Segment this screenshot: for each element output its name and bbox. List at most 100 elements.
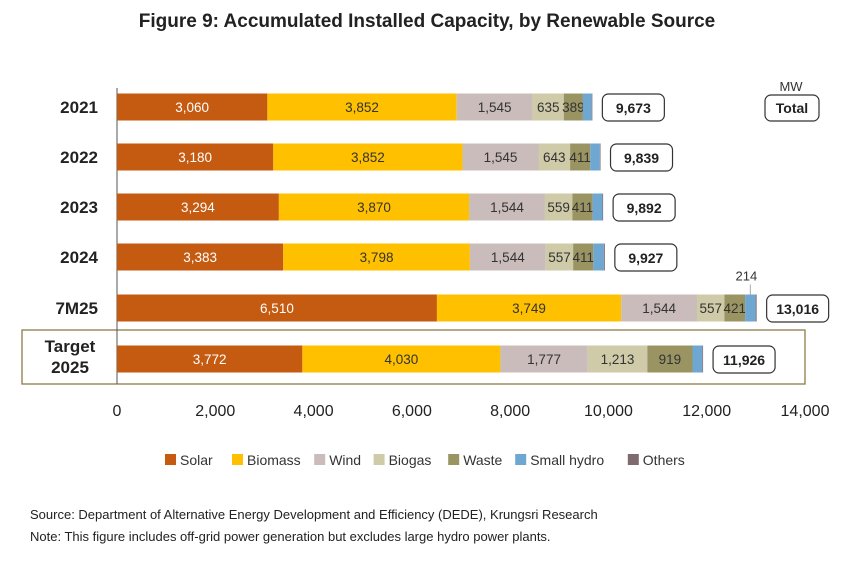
legend-swatch — [627, 454, 639, 465]
bar-segment-biomass — [278, 193, 470, 221]
bar-segment-small-hydro — [590, 143, 600, 171]
total-box — [712, 345, 776, 374]
data-label: 389 — [562, 100, 585, 115]
x-tick-label: 6,000 — [392, 403, 432, 420]
data-label: 3,749 — [512, 301, 546, 316]
bar-segment-solar — [117, 294, 437, 322]
legend-label: Small hydro — [530, 452, 604, 468]
data-label: 4,030 — [384, 352, 418, 367]
legend-label: Biomass — [247, 452, 301, 468]
bar-segment-biomass — [283, 243, 470, 271]
bar-segment-biomass — [436, 294, 622, 322]
bar-segment-wind — [456, 93, 533, 121]
data-label: 411 — [569, 150, 591, 165]
bar-segment-biogas — [538, 143, 571, 171]
data-label: 3,772 — [193, 352, 227, 367]
total-label: 11,926 — [723, 352, 765, 368]
bar-segment-biogas — [532, 93, 564, 121]
data-label: 411 — [572, 200, 594, 215]
legend-swatch — [448, 454, 460, 465]
total-label: 13,016 — [776, 301, 819, 317]
data-label: 3,852 — [345, 100, 379, 115]
x-tick-label: 8,000 — [490, 403, 530, 420]
bar-segment-others — [602, 193, 604, 221]
data-label: 559 — [547, 200, 570, 215]
bar-segment-waste — [563, 93, 583, 121]
bar-segment-biogas — [544, 193, 573, 221]
data-label: 3,060 — [175, 100, 209, 115]
bar-segment-small-hydro — [592, 193, 603, 221]
category-label: 2024 — [60, 248, 98, 267]
bar-chart: Figure 9: Accumulated Installed Capacity… — [21, 11, 830, 468]
data-label: 6,510 — [260, 301, 294, 316]
bar-segment-biomass — [273, 143, 463, 171]
category-label: 2022 — [60, 148, 98, 167]
bar-segment-others — [603, 243, 605, 271]
data-label: 3,180 — [178, 150, 212, 165]
data-label: 1,213 — [601, 352, 635, 367]
bar-segment-biogas — [545, 243, 574, 271]
legend-swatch — [165, 454, 176, 465]
data-label: 1,545 — [478, 100, 512, 115]
category-label: 7M25 — [55, 299, 98, 318]
data-label: 214 — [736, 269, 758, 284]
data-label: 557 — [699, 301, 722, 316]
legend-swatch — [373, 454, 385, 465]
data-label: 1,777 — [527, 352, 561, 367]
bar-segment-wind — [462, 143, 539, 171]
data-label: 3,852 — [351, 150, 385, 165]
total-label: 9,892 — [627, 200, 662, 216]
data-label: 635 — [537, 100, 560, 115]
legend-swatch — [515, 454, 527, 465]
total-header: Total — [776, 100, 808, 116]
data-label: 1,545 — [484, 150, 518, 165]
data-label: 1,544 — [491, 250, 525, 265]
bar-segment-solar — [117, 345, 303, 373]
data-label: 3,294 — [181, 200, 215, 215]
bar-segment-biomass — [267, 93, 457, 121]
legend-label: Others — [643, 452, 685, 468]
bar-segment-solar — [117, 143, 274, 171]
data-label: 919 — [659, 352, 682, 367]
data-label: 557 — [548, 250, 571, 265]
data-label: 3,870 — [357, 200, 391, 215]
bar-segment-small-hydro — [582, 93, 592, 121]
data-label: 1,544 — [490, 200, 524, 215]
source-note: Source: Department of Alternative Energy… — [30, 507, 598, 522]
data-label: 3,383 — [183, 250, 217, 265]
bar-segment-wind — [469, 243, 546, 271]
unit-label: MW — [779, 79, 803, 94]
legend-swatch — [232, 454, 243, 465]
data-label: 1,544 — [642, 301, 676, 316]
bar-segment-others — [591, 93, 593, 121]
bar-segment-small-hydro — [745, 294, 756, 322]
total-box — [601, 93, 665, 122]
bar-segment-others — [599, 143, 601, 171]
bar-segment-small-hydro — [692, 345, 703, 373]
x-tick-label: 12,000 — [682, 403, 731, 420]
bar-segment-wind — [621, 294, 698, 322]
legend-label: Wind — [329, 452, 361, 468]
data-label: 3,798 — [360, 250, 394, 265]
total-label: 9,927 — [628, 250, 663, 266]
data-label: 643 — [543, 150, 566, 165]
bar-segment-others — [755, 294, 757, 322]
footnote: Note: This figure includes off-grid powe… — [30, 529, 551, 544]
x-tick-label: 2,000 — [195, 403, 235, 420]
bar-segment-waste — [724, 294, 746, 322]
x-tick-label: 0 — [113, 403, 122, 420]
category-label: 2023 — [60, 198, 98, 217]
bar-segment-others — [702, 345, 704, 373]
legend-label: Solar — [180, 452, 213, 468]
legend-label: Biogas — [389, 452, 432, 468]
bar-segment-biogas — [697, 294, 725, 322]
total-box — [609, 143, 674, 172]
legend-label: Waste — [463, 452, 502, 468]
data-label: 421 — [723, 301, 746, 316]
category-label: Target 2025 — [45, 337, 96, 377]
bar-segment-waste — [570, 143, 591, 171]
bar-segment-waste — [572, 193, 593, 221]
bar-segment-wind — [469, 193, 545, 221]
chart-title: Figure 9: Accumulated Installed Capacity… — [139, 11, 716, 32]
